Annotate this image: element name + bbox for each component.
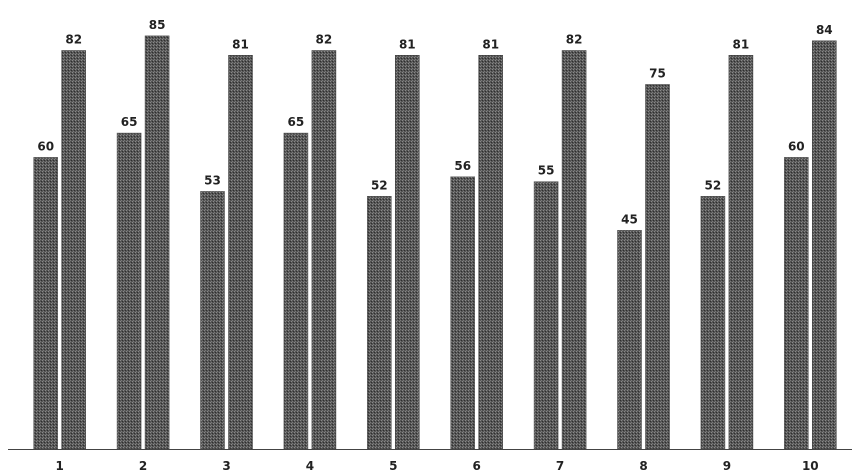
bar-4-series-2 xyxy=(311,50,337,450)
value-label-2-series-1: 65 xyxy=(121,115,138,129)
bar-2-series-2 xyxy=(144,35,170,450)
x-tick-label-7: 7 xyxy=(556,459,564,473)
value-label-1-series-2: 82 xyxy=(65,33,82,47)
value-label-7-series-2: 82 xyxy=(566,33,583,47)
value-label-10-series-1: 60 xyxy=(788,139,805,153)
bar-7-series-1 xyxy=(533,181,559,450)
x-tick-label-6: 6 xyxy=(473,459,481,473)
value-label-2-series-2: 85 xyxy=(149,18,166,32)
bar-3-series-2 xyxy=(228,54,253,450)
bar-8-series-2 xyxy=(645,84,670,450)
bar-1-series-2 xyxy=(61,50,87,450)
bar-8-series-1 xyxy=(617,230,642,450)
x-tick-labels-group: 1 2 3 4 5 6 7 8 9 10 xyxy=(56,459,819,473)
x-tick-label-5: 5 xyxy=(389,459,397,473)
value-label-4-series-1: 65 xyxy=(288,115,305,129)
value-label-4-series-2: 82 xyxy=(316,33,333,47)
value-label-3-series-2: 81 xyxy=(232,37,249,51)
bar-10-series-2 xyxy=(811,40,837,450)
value-label-9-series-1: 52 xyxy=(705,178,722,192)
value-labels-group: 60 82 65 85 53 81 65 82 52 81 56 81 55 82 45 75 52 81 60 84 xyxy=(37,18,832,226)
x-tick-label-3: 3 xyxy=(222,459,230,473)
bar-4-series-1 xyxy=(283,132,309,450)
value-label-8-series-2: 75 xyxy=(649,67,666,81)
bar-1-series-1 xyxy=(33,157,59,450)
x-tick-label-2: 2 xyxy=(139,459,147,473)
value-label-9-series-2: 81 xyxy=(733,37,750,51)
x-tick-label-8: 8 xyxy=(639,459,647,473)
bar-2-series-1 xyxy=(116,132,142,450)
bar-7-series-2 xyxy=(561,50,587,450)
value-label-6-series-1: 56 xyxy=(454,159,471,173)
bar-5-series-1 xyxy=(366,196,392,450)
x-tick-label-4: 4 xyxy=(306,459,314,473)
x-tick-label-9: 9 xyxy=(723,459,731,473)
bar-9-series-1 xyxy=(700,196,726,450)
value-label-6-series-2: 81 xyxy=(482,37,499,51)
bar-10-series-1 xyxy=(783,157,809,450)
bar-9-series-2 xyxy=(728,54,754,450)
x-tick-label-10: 10 xyxy=(802,459,819,473)
value-label-8-series-1: 45 xyxy=(621,212,638,226)
value-label-3-series-1: 53 xyxy=(204,173,221,187)
value-label-1-series-1: 60 xyxy=(37,139,54,153)
bar-3-series-1 xyxy=(200,191,225,450)
x-tick-label-1: 1 xyxy=(56,459,64,473)
value-label-7-series-1: 55 xyxy=(538,164,555,178)
value-label-5-series-1: 52 xyxy=(371,178,388,192)
bar-6-series-1 xyxy=(450,176,476,450)
bar-5-series-2 xyxy=(394,54,420,450)
value-label-5-series-2: 81 xyxy=(399,37,416,51)
bar-6-series-2 xyxy=(478,54,504,450)
value-label-10-series-2: 84 xyxy=(816,23,833,37)
bars-group xyxy=(33,35,837,450)
